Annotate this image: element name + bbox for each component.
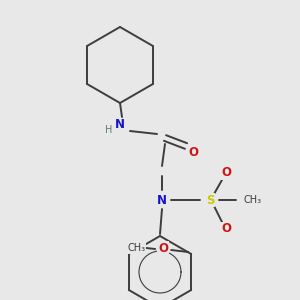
Text: CH₃: CH₃ bbox=[127, 243, 145, 253]
Text: O: O bbox=[221, 223, 231, 236]
Text: O: O bbox=[158, 242, 168, 254]
Text: H: H bbox=[105, 125, 113, 135]
Text: N: N bbox=[115, 118, 125, 131]
Text: O: O bbox=[188, 146, 198, 160]
Text: S: S bbox=[206, 194, 214, 206]
Text: O: O bbox=[221, 167, 231, 179]
Text: N: N bbox=[157, 194, 167, 206]
Text: CH₃: CH₃ bbox=[244, 195, 262, 205]
